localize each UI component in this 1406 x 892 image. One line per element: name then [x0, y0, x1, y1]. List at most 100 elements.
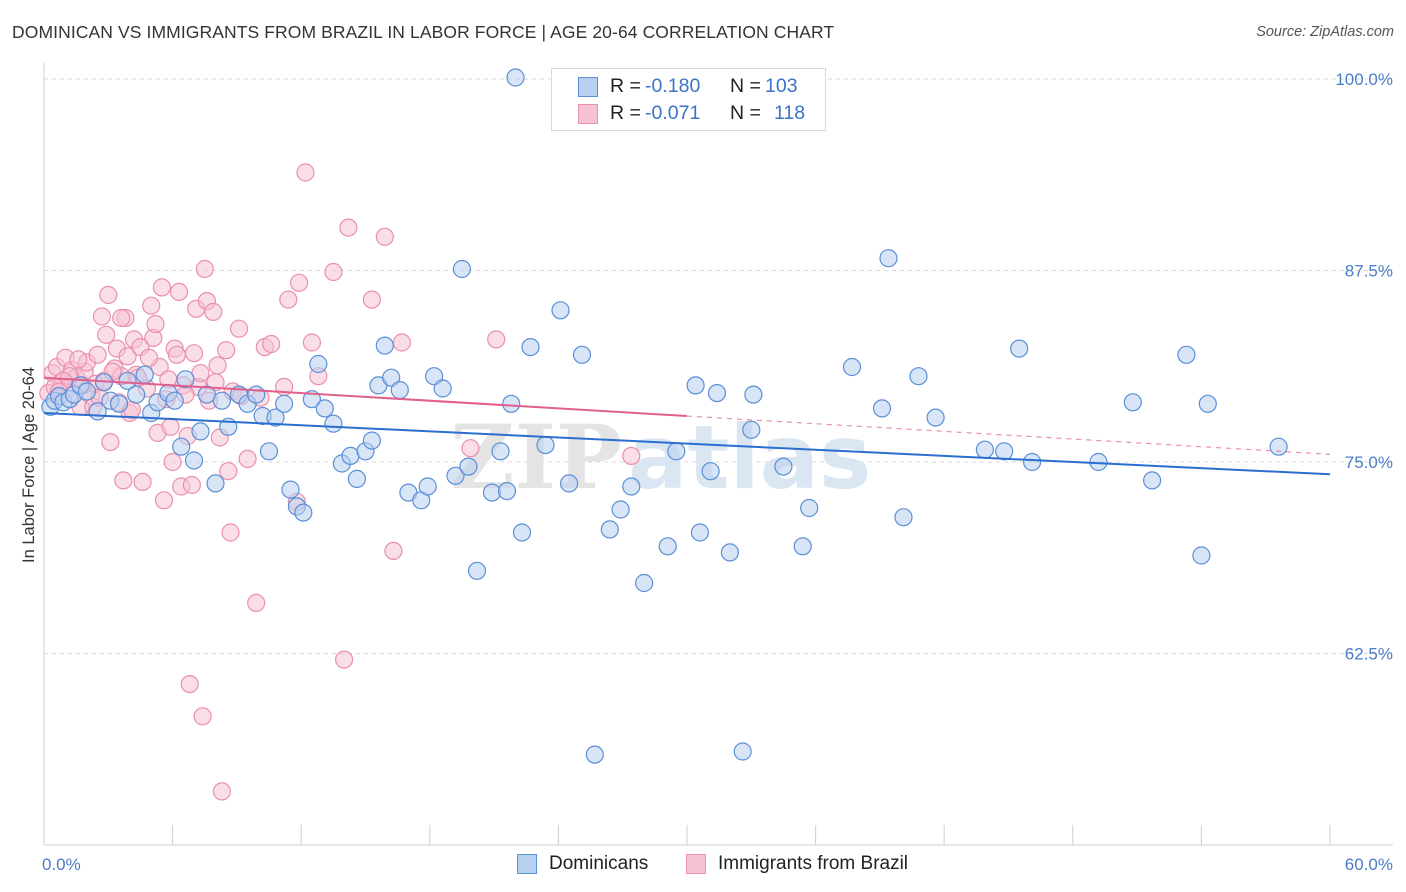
dominicans-point [259, 442, 279, 461]
brazil-point [335, 650, 354, 669]
dominicans-point [362, 431, 381, 450]
brazil-point [221, 523, 240, 542]
dominicans-point [879, 249, 898, 268]
source-label: Source: ZipAtlas.com [1256, 24, 1394, 40]
dominicans-point [622, 477, 641, 496]
dominicans-point [667, 442, 686, 461]
dominicans-point [315, 399, 334, 418]
dominicans-point [135, 365, 154, 384]
n-value: 118 [774, 102, 806, 124]
dominicans-point [707, 384, 727, 403]
brazil-point [112, 308, 131, 328]
axes [43, 63, 1393, 846]
brazil-point [142, 296, 161, 315]
brazil-point [262, 334, 281, 354]
brazil-point [114, 471, 133, 490]
brazil-point [290, 273, 309, 292]
brazil-point [118, 347, 137, 366]
brazil-point [339, 218, 358, 237]
dominicans-point [165, 391, 184, 410]
brazil-point [69, 350, 88, 369]
n-label: N = [730, 75, 761, 97]
trend-line-brazil-extension [686, 415, 1331, 455]
dominicans-point [491, 442, 510, 461]
dominicans-point [1123, 393, 1142, 412]
dominicans-point [418, 477, 437, 496]
brazil-point [324, 262, 343, 282]
y-tick-label: 62.5% [1345, 645, 1393, 664]
dominicans-point [536, 436, 555, 455]
brazil-point [101, 433, 120, 452]
brazil-point [247, 593, 266, 613]
dominicans-point [176, 370, 195, 389]
brazil-point [392, 333, 411, 352]
brazil-point [212, 782, 231, 801]
dominicans-point [452, 259, 471, 279]
dominicans-point [502, 394, 521, 413]
dominicans-point [742, 420, 761, 439]
dominicans-point [382, 368, 401, 387]
dominicans-point [611, 500, 630, 519]
dominicans-point [733, 742, 752, 761]
brazil-point [204, 302, 223, 321]
brazil-point [92, 307, 112, 326]
dominicans-point [497, 482, 517, 501]
dominicans-point [894, 508, 913, 527]
series-legend: Dominicans Immigrants from Brazil [0, 852, 1406, 878]
dominicans-point [425, 367, 444, 386]
r-value: -0.071 [645, 102, 701, 124]
legend-label-brazil: Immigrants from Brazil [718, 853, 909, 874]
legend-swatch-dominicans [578, 77, 598, 97]
brazil-point [152, 278, 171, 297]
brazil-point [146, 315, 165, 334]
brazil-point [167, 345, 186, 364]
dominicans-point [512, 523, 532, 542]
dominicans-point [774, 457, 793, 476]
dominicans-point [1177, 345, 1196, 364]
dominicans-point [975, 440, 995, 459]
dominicans-point [459, 457, 478, 476]
brazil-point [384, 541, 403, 561]
dominicans-point [467, 561, 487, 580]
dominicans-point [309, 354, 328, 374]
brazil-point [161, 417, 180, 436]
r-label: R = [610, 102, 641, 124]
legend-label-dominicans: Dominicans [549, 853, 649, 874]
dominicans-point [294, 503, 313, 522]
dominicans-point [521, 338, 540, 357]
dominicans-point [559, 474, 579, 493]
trend-line-brazil [43, 376, 688, 418]
correlation-legend: R = -0.180 N = 103 R = -0.071 N = 118 [551, 68, 826, 131]
dominicans-point [77, 382, 97, 401]
dominicans-point [446, 466, 465, 485]
brazil-point [279, 290, 298, 309]
dominicans-point [191, 422, 210, 441]
dominicans-point [658, 537, 677, 556]
brazil-point [133, 472, 152, 491]
brazil-point [238, 449, 257, 468]
chart-title: DOMINICAN VS IMMIGRANTS FROM BRAZIL IN L… [12, 22, 835, 42]
dominicans-point [551, 301, 570, 320]
brazil-point [229, 319, 249, 338]
x-tick-labels: 0.0% 60.0% [42, 855, 1393, 874]
r-label: R = [610, 75, 641, 97]
brazil-point [184, 344, 204, 363]
dominicans-point [1198, 394, 1217, 413]
dominicans-point [390, 380, 409, 400]
dominicans-point [506, 68, 525, 87]
dominicans-point [634, 573, 654, 593]
dominicans-point [600, 520, 619, 539]
brazil-point [208, 356, 227, 375]
dominicans-point [926, 408, 945, 427]
brazil-point [180, 674, 199, 694]
dominicans-point [909, 367, 928, 386]
trend-lines [43, 376, 1331, 476]
series-dominicans-points [41, 68, 1288, 764]
n-label: N = [730, 102, 761, 124]
legend-swatch-dominicans [517, 854, 537, 874]
dominicans-point [206, 474, 225, 493]
dominicans-point [744, 385, 763, 404]
dominicans-point [341, 446, 360, 465]
brazil-point [97, 325, 116, 344]
brazil-point [169, 282, 189, 301]
